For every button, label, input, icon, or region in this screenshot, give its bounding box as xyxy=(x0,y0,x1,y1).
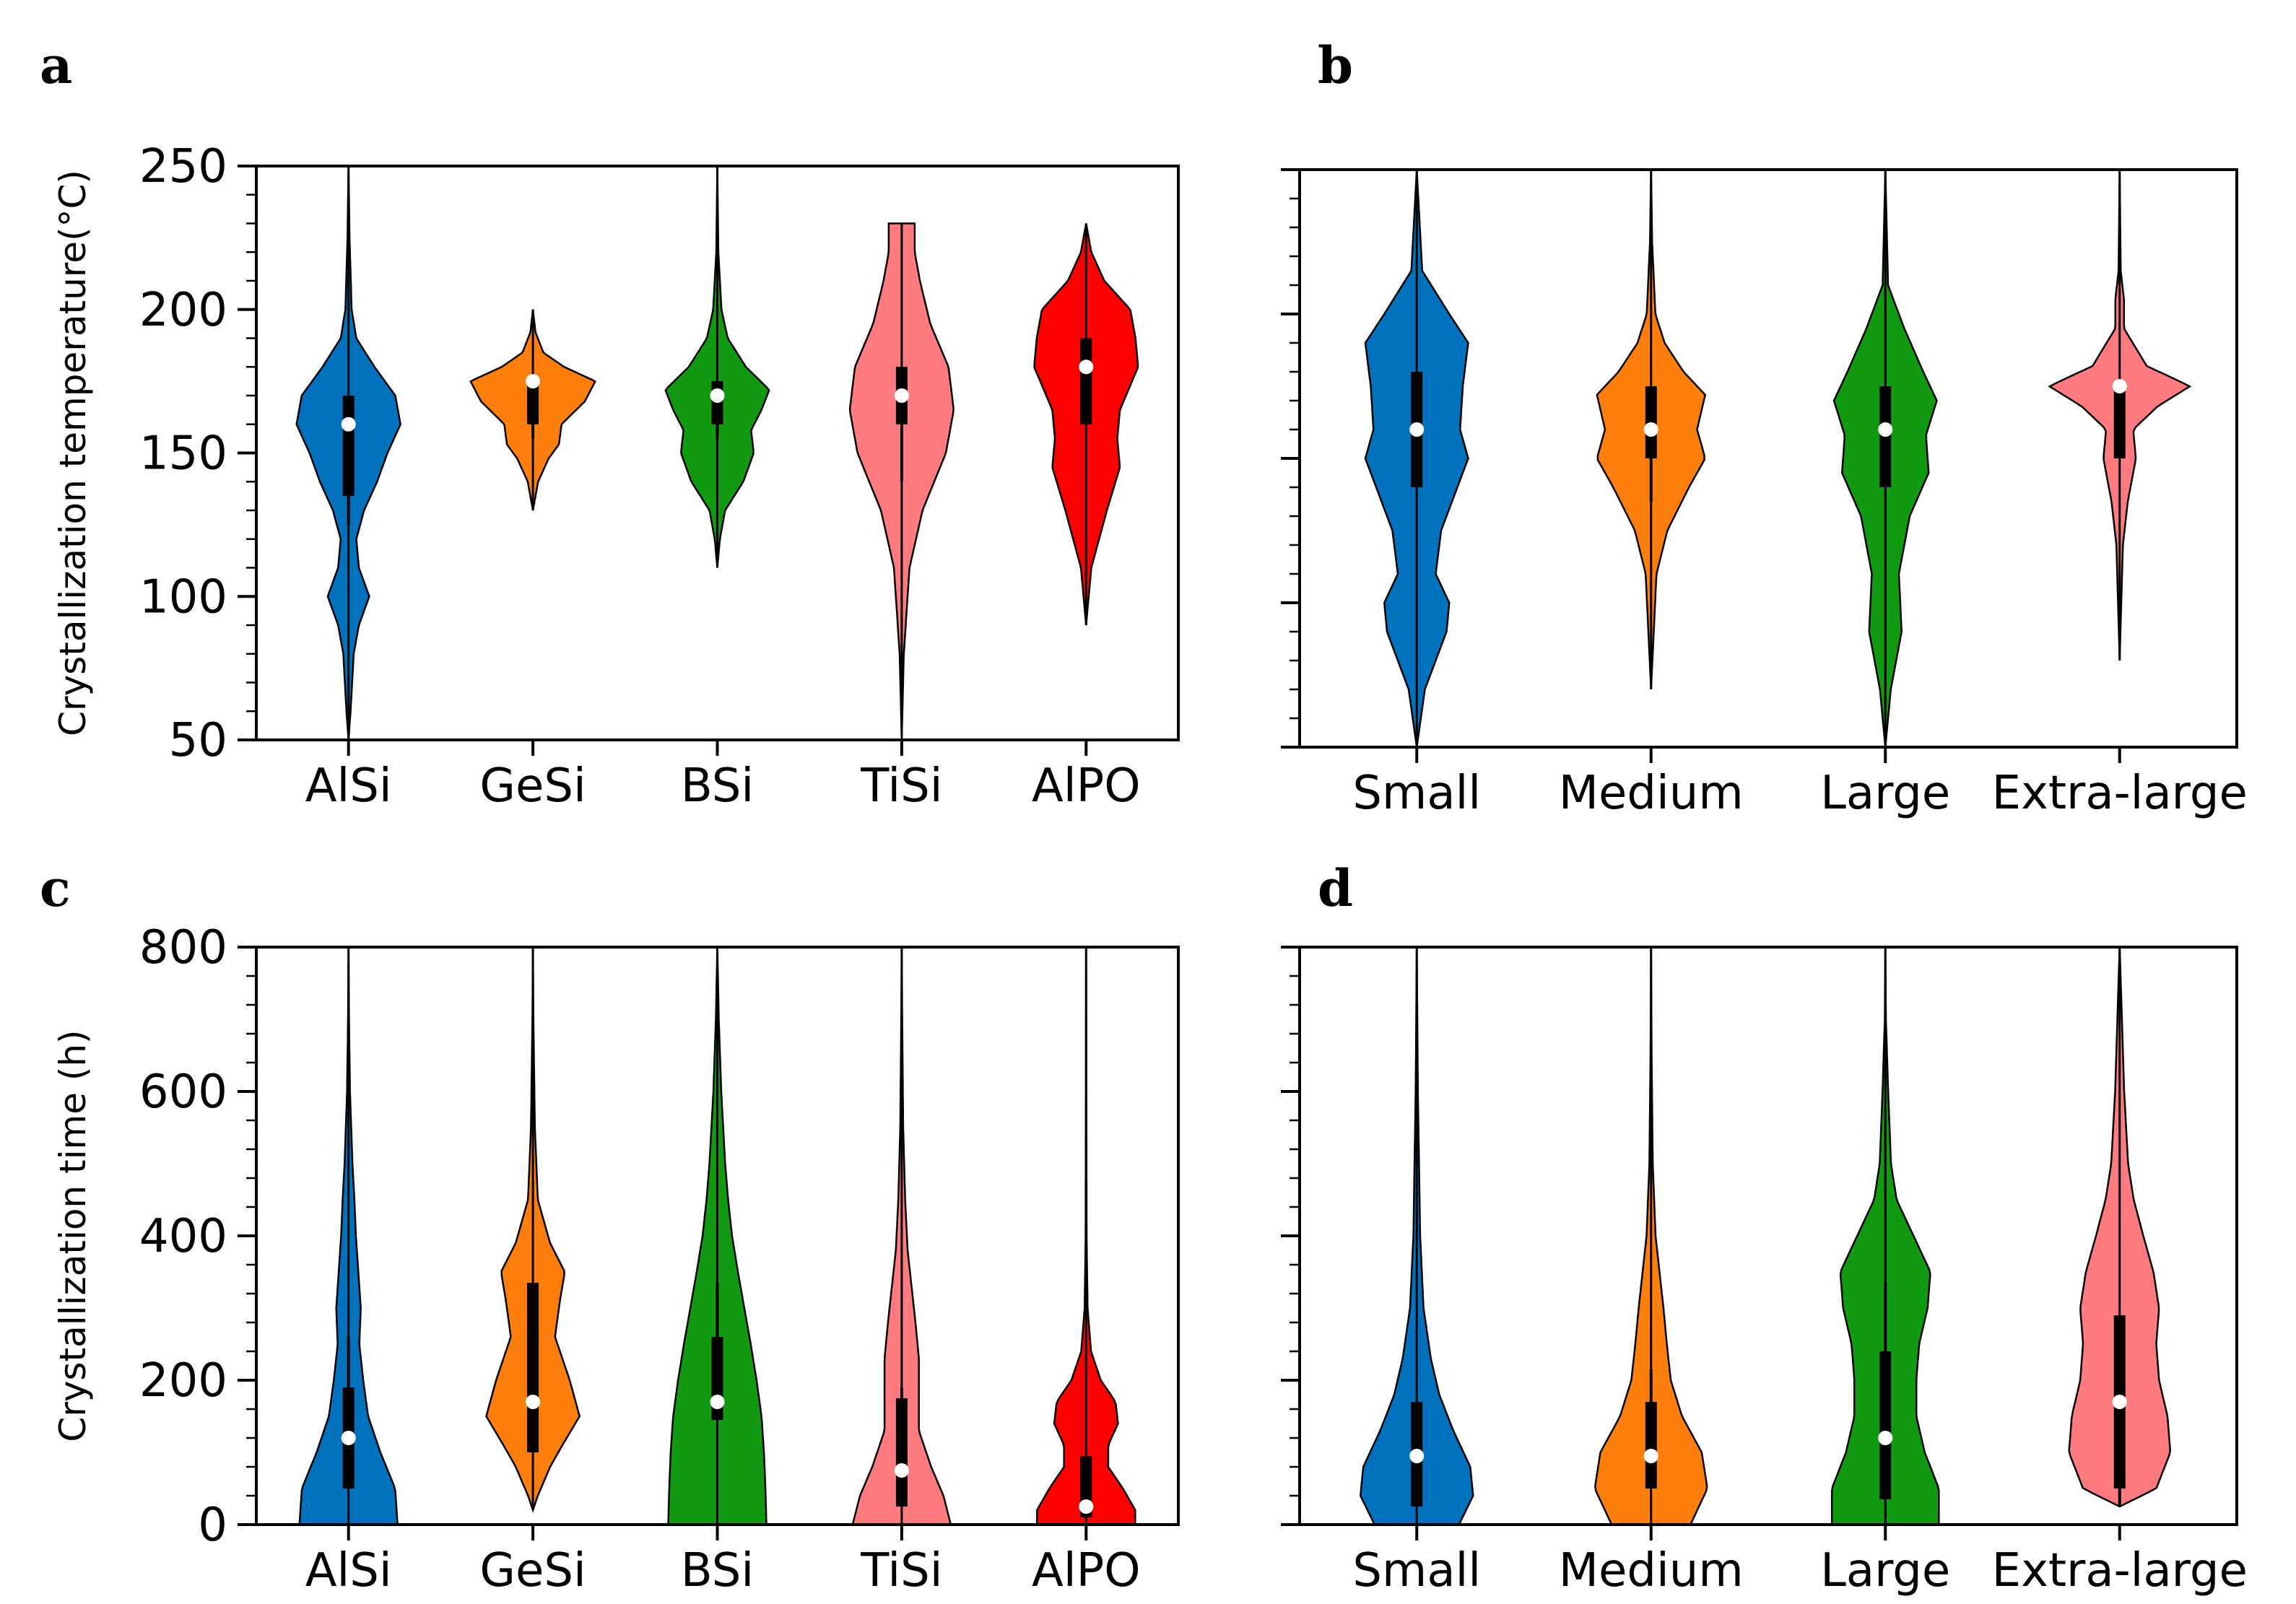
violin-median-dot xyxy=(1079,359,1094,375)
x-tick-label: Medium xyxy=(1559,767,1744,820)
violin-iqr-box xyxy=(527,381,539,424)
plot-frame xyxy=(1298,946,2238,1526)
violin-iqr-box xyxy=(2113,386,2126,458)
violin-iqr-box xyxy=(1080,338,1092,424)
panel-c-time-by-composition: 0 200 400 600 800 Crystallization time (h) AlS… xyxy=(52,921,1180,1598)
violin-median-dot xyxy=(1878,422,1893,437)
violin-median-dot xyxy=(1409,1449,1425,1463)
violin-iqr-box xyxy=(895,1398,908,1507)
x-tick-label: AlPO xyxy=(1032,759,1141,813)
violin-median-dot xyxy=(1878,1431,1893,1445)
violin-iqr-box xyxy=(527,1283,539,1452)
violin-median-dot xyxy=(1643,422,1658,437)
x-tick-label: Medium xyxy=(1559,1544,1744,1598)
violin-median-dot xyxy=(710,1395,725,1409)
x-tick-label: TiSi xyxy=(860,1544,942,1598)
y-axis-label: Crystallization time (h) xyxy=(52,1029,94,1442)
y-tick-label: 800 xyxy=(139,921,227,975)
violin-median-dot xyxy=(341,1431,356,1445)
violin-median-dot xyxy=(526,1395,541,1409)
x-tick-label: Large xyxy=(1820,767,1950,820)
panel-letter-d: d xyxy=(1318,858,1353,918)
violin-median-dot xyxy=(526,374,541,389)
x-tick-label: BSi xyxy=(681,1544,754,1598)
panel-b-temperature-by-pore-size: Small Medium Large Extra-large xyxy=(1281,168,2248,820)
x-tick-label: AlPO xyxy=(1032,1544,1141,1598)
panel-letter-b: b xyxy=(1318,35,1353,95)
y-tick-label: 400 xyxy=(139,1210,227,1263)
violin-iqr-box xyxy=(342,396,355,497)
violin-median-dot xyxy=(341,417,356,432)
panel-a-temperature-by-composition: 50 100 150 200 250 Crystallization temperatur… xyxy=(52,140,1180,813)
y-tick-label: 200 xyxy=(139,1354,227,1408)
x-tick-label: Extra-large xyxy=(1992,767,2248,820)
y-tick-label: 250 xyxy=(139,140,227,193)
y-tick-label: 100 xyxy=(139,570,227,624)
violin-median-dot xyxy=(1079,1499,1094,1514)
violin-median-dot xyxy=(2112,379,2127,393)
y-tick-label: 600 xyxy=(139,1065,227,1119)
violin-iqr-box xyxy=(1879,1351,1892,1499)
x-tick-label: GeSi xyxy=(479,759,586,813)
panel-d-time-by-pore-size: Small Medium Large Extra-large xyxy=(1281,946,2248,1598)
violin-median-dot xyxy=(894,1463,909,1478)
y-tick-label: 200 xyxy=(139,284,227,337)
y-tick-label: 150 xyxy=(139,427,227,481)
x-tick-label: Extra-large xyxy=(1992,1544,2248,1598)
x-tick-label: AlSi xyxy=(305,1544,392,1598)
plot-frame xyxy=(1298,168,2238,749)
x-tick-label: GeSi xyxy=(479,1544,586,1598)
violin-median-dot xyxy=(1409,422,1425,437)
x-tick-label: Small xyxy=(1352,1544,1481,1598)
x-tick-label: BSi xyxy=(681,759,754,813)
violin-median-dot xyxy=(2112,1395,2127,1409)
x-tick-label: AlSi xyxy=(305,759,392,813)
plot-frame xyxy=(255,165,1180,741)
violin-median-dot xyxy=(1643,1449,1658,1463)
violin-iqr-box xyxy=(1645,1402,1657,1489)
x-tick-label: Small xyxy=(1352,767,1481,820)
panel-letter-a: a xyxy=(40,35,72,95)
violin-median-dot xyxy=(894,388,909,403)
x-tick-label: TiSi xyxy=(860,759,942,813)
violin-median-dot xyxy=(710,388,725,403)
y-axis-label: Crystallization temperature(°C) xyxy=(52,170,94,736)
y-tick-label: 0 xyxy=(198,1499,227,1552)
plot-frame xyxy=(255,946,1180,1526)
panel-letter-c: c xyxy=(40,858,71,918)
y-tick-label: 50 xyxy=(169,714,227,767)
x-tick-label: Large xyxy=(1820,1544,1950,1598)
